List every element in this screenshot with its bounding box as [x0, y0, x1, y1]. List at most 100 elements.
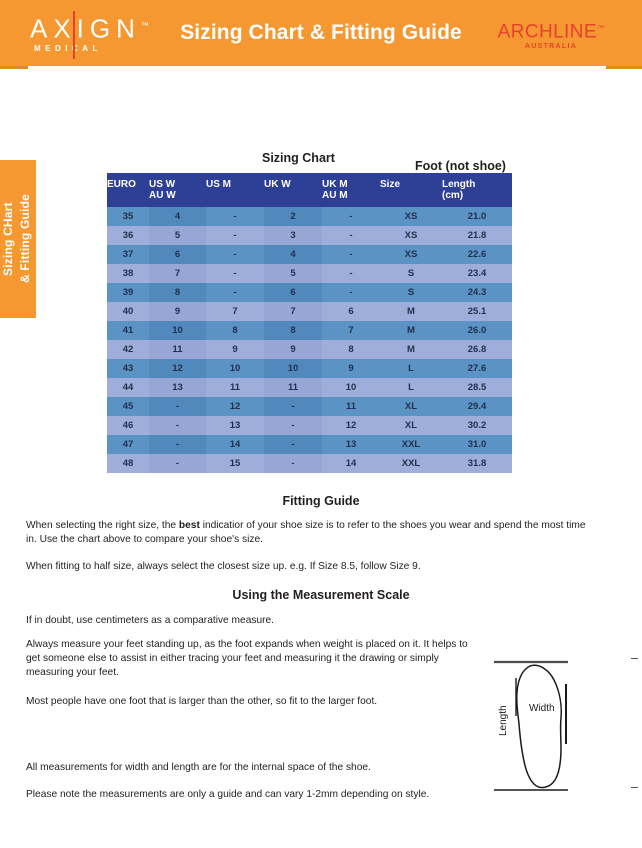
column-header-us-m-main: US M [206, 179, 231, 190]
column-header-length-sub: (cm) [442, 190, 464, 201]
column-header-uk-m: UK M AU M [322, 173, 380, 207]
cell-uk-w: 8 [264, 321, 322, 340]
cell-euro: 39 [107, 283, 149, 302]
cell-length: 31.8 [442, 454, 512, 473]
cell-us-m: 9 [206, 340, 264, 359]
table-row: 45-12-11 XL 29.4 [107, 397, 512, 416]
cell-us-m: 13 [206, 416, 264, 435]
foot-measurement-diagram: Width Length [492, 648, 622, 808]
archline-trademark-icon: ™ [596, 25, 605, 32]
cell-euro: 44 [107, 378, 149, 397]
page-header-bar [0, 0, 642, 66]
cell-uk-m: 14 [322, 454, 380, 473]
cell-us-m: 12 [206, 397, 264, 416]
column-header-size-main: Size [380, 179, 401, 190]
cell-us-w: 13 [149, 378, 206, 397]
side-tab-line-1: & Fitting Guide [18, 194, 32, 284]
cell-us-w: 10 [149, 321, 206, 340]
cell-size: XS [380, 245, 442, 264]
cell-us-w: - [149, 397, 206, 416]
page-title: Sizing Chart & Fitting Guide [180, 21, 462, 44]
cell-size: S [380, 283, 442, 302]
archline-tagline: AUSTRALIA [524, 43, 578, 51]
side-tab-line-0: Sizing CHart [1, 202, 15, 276]
cell-size: XXL [380, 454, 442, 473]
measurement-paragraph-3: Most people have one foot that is larger… [26, 696, 378, 707]
measurement-paragraph-5: Please note the measurements are only a … [26, 789, 430, 800]
cell-uk-m: 12 [322, 416, 380, 435]
cell-us-w: - [149, 416, 206, 435]
cell-uk-w: 4 [264, 245, 322, 264]
fitting-guide-paragraph-1: When selecting the right size, the best … [26, 519, 594, 547]
axign-tagline: MEDICAL [34, 43, 102, 53]
cell-uk-w: 3 [264, 226, 322, 245]
cell-length: 24.3 [442, 283, 512, 302]
cell-euro: 37 [107, 245, 149, 264]
cell-length: 26.0 [442, 321, 512, 340]
cell-uk-w: 5 [264, 264, 322, 283]
column-header-uk-w-main: UK W [264, 179, 291, 190]
cell-length: 29.4 [442, 397, 512, 416]
cell-us-m: 7 [206, 302, 264, 321]
sizing-chart-caption: Sizing Chart [262, 151, 335, 165]
cell-uk-m: 7 [322, 321, 380, 340]
table-row: 41 10 8 8 7 M 26.0 [107, 321, 512, 340]
sizing-table-container: EURO US W AU W US M UK W UK M AU M [107, 173, 512, 473]
page-edge-mark-bottom [631, 787, 638, 788]
column-header-uk-m-main: UK M [322, 179, 348, 190]
cell-us-w: - [149, 435, 206, 454]
cell-us-m: - [206, 207, 264, 226]
fitting-guide-p1-after: indicatior of your shoe size is to refer… [26, 520, 586, 545]
fitting-guide-heading: Fitting Guide [282, 494, 360, 508]
cell-euro: 48 [107, 454, 149, 473]
cell-euro: 42 [107, 340, 149, 359]
cell-uk-w: - [264, 416, 322, 435]
sizing-table-head: EURO US W AU W US M UK W UK M AU M [107, 173, 512, 207]
foot-length-label: Length [498, 705, 509, 736]
sizing-table-body: 35 4-2- XS 21.0 36 5-3- XS 21.8 37 6-4- XS 22.6 38 7-… [107, 207, 512, 473]
cell-euro: 47 [107, 435, 149, 454]
table-row: 44 13 11 11 10 L 28.5 [107, 378, 512, 397]
cell-uk-m: - [322, 283, 380, 302]
cell-euro: 38 [107, 264, 149, 283]
foot-not-shoe-caption: Foot (not shoe) [415, 159, 506, 173]
cell-size: L [380, 378, 442, 397]
column-header-us-w-main: US W [149, 179, 176, 190]
cell-size: XS [380, 226, 442, 245]
archline-wordmark: ARCHLINE™ [496, 18, 606, 42]
table-row: 40 9 7 7 6 M 25.1 [107, 302, 512, 321]
cell-size: L [380, 359, 442, 378]
cell-length: 28.5 [442, 378, 512, 397]
column-header-length: Length (cm) [442, 173, 512, 207]
table-row: 43 12 10 10 9 L 27.6 [107, 359, 512, 378]
cell-size: M [380, 340, 442, 359]
cell-uk-w: 7 [264, 302, 322, 321]
cell-size: XL [380, 397, 442, 416]
cell-us-w: 4 [149, 207, 206, 226]
column-header-length-main: Length [442, 179, 476, 190]
cell-euro: 46 [107, 416, 149, 435]
cell-uk-w: - [264, 397, 322, 416]
cell-euro: 43 [107, 359, 149, 378]
table-row: 37 6-4- XS 22.6 [107, 245, 512, 264]
cell-uk-m: 9 [322, 359, 380, 378]
cell-uk-m: 8 [322, 340, 380, 359]
cell-size: XL [380, 416, 442, 435]
cell-uk-w: - [264, 454, 322, 473]
cell-uk-m: 10 [322, 378, 380, 397]
cell-us-w: 6 [149, 245, 206, 264]
measurement-paragraph-2: Always measure your feet standing up, as… [26, 639, 468, 678]
cell-length: 21.0 [442, 207, 512, 226]
table-row: 38 7-5- S 23.4 [107, 264, 512, 283]
table-row: 36 5-3- XS 21.8 [107, 226, 512, 245]
cell-us-w: - [149, 454, 206, 473]
table-row: 48-15-14 XXL 31.8 [107, 454, 512, 473]
cell-size: XS [380, 207, 442, 226]
fitting-guide-p1-emphasis: best [178, 520, 200, 531]
sizing-table: EURO US W AU W US M UK W UK M AU M [107, 173, 512, 473]
cell-uk-w: 10 [264, 359, 322, 378]
cell-us-m: 15 [206, 454, 264, 473]
cell-us-m: 14 [206, 435, 264, 454]
cell-uk-w: 9 [264, 340, 322, 359]
archline-australia-logo: ARCHLINE™ AUSTRALIA [496, 18, 606, 52]
